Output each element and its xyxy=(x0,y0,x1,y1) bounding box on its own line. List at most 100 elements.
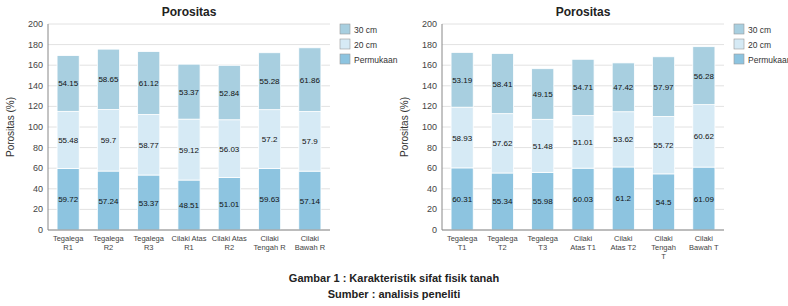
tick-label: 160 xyxy=(422,60,437,70)
grid-line xyxy=(442,230,724,231)
bar-segment xyxy=(218,120,240,178)
category-label: CilakiTengahT xyxy=(651,234,676,261)
x-axis xyxy=(48,230,330,231)
legend-label: 30 cm xyxy=(748,25,771,35)
category-label-line: Tegalega xyxy=(53,234,84,243)
bar-segment xyxy=(299,112,321,172)
legend-label: Permukaan xyxy=(748,55,788,65)
bar-segment xyxy=(218,177,240,230)
y-axis xyxy=(442,24,443,230)
bar-segment xyxy=(532,119,554,172)
bar-segment xyxy=(572,168,594,230)
legend-label: 20 cm xyxy=(748,40,771,50)
data-label: 61.2 xyxy=(615,194,631,203)
category-label-line: R3 xyxy=(144,243,154,252)
bar-segment xyxy=(612,167,634,230)
data-label: 56.03 xyxy=(219,145,240,154)
data-label: 61.09 xyxy=(694,195,715,204)
axis-label: Porositas (%) xyxy=(399,97,410,157)
bar-segment xyxy=(451,52,473,107)
tick-label: 180 xyxy=(422,40,437,50)
data-label: 54.5 xyxy=(656,198,672,207)
category-label: CilakiAtas T2 xyxy=(610,234,636,252)
bar-segment xyxy=(532,172,554,230)
category-label-line: Cilaki xyxy=(301,234,320,243)
legend-label: 20 cm xyxy=(354,40,377,50)
x-axis xyxy=(442,230,724,231)
category-label-line: Cilaki xyxy=(654,234,673,243)
category-label-line: T1 xyxy=(458,243,467,252)
category-label: Cilaki AtasR1 xyxy=(171,234,206,252)
category-label-line: Tegalega xyxy=(93,234,124,243)
category-label-line: R1 xyxy=(184,243,194,252)
data-label: 56.28 xyxy=(694,72,715,81)
bar-segment xyxy=(612,63,634,112)
category-label-line: T2 xyxy=(498,243,507,252)
page: {"chart_data": [ {"type": "bar", "stacke… xyxy=(0,0,788,306)
figure: Porositas020406080100120140160180200Poro… xyxy=(0,0,788,306)
legend-swatch xyxy=(734,24,744,34)
tick-label: 20 xyxy=(33,204,43,214)
legend-label: 30 cm xyxy=(354,25,377,35)
bar-segment xyxy=(491,173,513,230)
tick-label: 40 xyxy=(427,184,437,194)
bar-segment xyxy=(652,174,674,230)
category-label-line: T3 xyxy=(538,243,547,252)
data-label: 51.01 xyxy=(219,200,240,209)
data-label: 59.7 xyxy=(101,136,117,145)
category-label-line: R2 xyxy=(104,243,114,252)
data-label: 60.31 xyxy=(452,195,473,204)
data-label: 57.14 xyxy=(300,197,321,206)
tick-label: 0 xyxy=(38,225,43,235)
data-label: 49.15 xyxy=(533,90,554,99)
bar-segment xyxy=(258,169,280,230)
bar-segment xyxy=(693,105,715,167)
tick-label: 0 xyxy=(432,225,437,235)
category-label-line: Tegalega xyxy=(527,234,558,243)
data-label: 53.37 xyxy=(139,199,160,208)
legend-swatch xyxy=(340,54,350,64)
category-label: TegalegaT1 xyxy=(447,234,478,252)
category-label-line: T xyxy=(661,252,666,261)
category-label: TegalegaR2 xyxy=(93,234,124,252)
legend-label: Permukaan xyxy=(354,55,398,65)
data-label: 55.98 xyxy=(533,197,554,206)
caption: Sumber : analisis peneliti xyxy=(328,288,461,300)
bar-segment xyxy=(451,168,473,230)
bar-segment xyxy=(299,48,321,112)
grid-line xyxy=(48,44,330,45)
data-label: 52.84 xyxy=(219,89,240,98)
tick-label: 140 xyxy=(28,81,43,91)
data-label: 48.51 xyxy=(179,201,200,210)
tick-label: 120 xyxy=(422,101,437,111)
data-label: 61.86 xyxy=(300,76,321,85)
data-label: 55.28 xyxy=(260,77,281,86)
grid-line xyxy=(48,24,330,25)
bar-segment xyxy=(612,112,634,167)
bar-segment xyxy=(178,64,200,119)
bar-segment xyxy=(491,114,513,173)
bar-segment xyxy=(258,110,280,169)
category-label: CilakiBawah T xyxy=(689,234,719,252)
bar-segment xyxy=(299,171,321,230)
bars xyxy=(57,48,321,230)
category-label-line: R2 xyxy=(224,243,234,252)
category-label-line: Cilaki xyxy=(695,234,714,243)
legend-swatch xyxy=(340,39,350,49)
data-label: 58.65 xyxy=(98,75,119,84)
category-label: CilakiTengah R xyxy=(254,234,287,252)
tick-label: 180 xyxy=(28,40,43,50)
tick-label: 20 xyxy=(427,204,437,214)
legend-swatch xyxy=(734,39,744,49)
bar-segment xyxy=(451,107,473,168)
bar-segment xyxy=(652,116,674,173)
category-label-line: Cilaki xyxy=(614,234,633,243)
category-label-line: Tengah xyxy=(651,243,676,252)
data-label: 51.48 xyxy=(533,142,554,151)
category-label-line: Bawah R xyxy=(295,243,326,252)
data-label: 57.97 xyxy=(654,83,675,92)
tick-label: 200 xyxy=(422,19,437,29)
data-label: 57.9 xyxy=(302,137,318,146)
data-label: 60.03 xyxy=(573,195,594,204)
title: Porositas xyxy=(556,5,611,19)
